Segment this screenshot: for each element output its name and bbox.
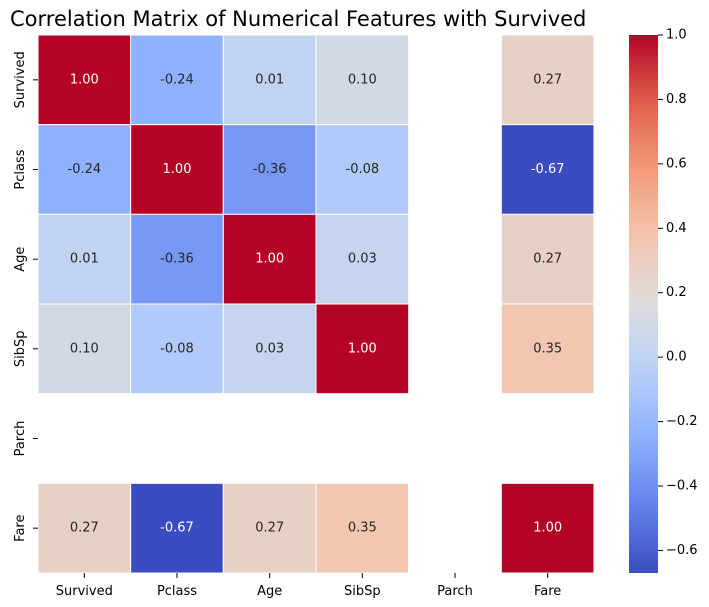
cell-value-label: 0.03 [348,252,377,267]
cell-value-label: 0.03 [255,341,284,356]
cell-value-label: 0.10 [70,341,99,356]
y-tick-label-fare: Fare [13,515,28,542]
x-tick-label-pclass: Pclass [157,584,197,599]
cell-value-label: -0.08 [346,162,380,177]
cell-value-label: -0.08 [160,341,194,356]
x-tick-label-survived: Survived [56,584,113,599]
colorbar-tick-label: 1.0 [666,28,687,43]
cell-value-label: 0.01 [255,72,284,87]
colorbar-ticks: −0.6 −0.4 −0.2 0.0 0.2 0.4 0.6 0.8 1.0 [658,28,698,558]
y-tick-label-survived: Survived [13,51,28,108]
cell-value-label: -0.24 [160,72,194,87]
cell-value-label: 0.10 [348,72,377,87]
cell-value-label: 1.00 [348,341,377,356]
colorbar-tick-label: 0.8 [666,92,687,107]
colorbar-tick-label: −0.2 [666,414,698,429]
cell-value-label: -0.36 [253,162,287,177]
cell-value-label: -0.24 [68,162,102,177]
x-axis-labels: Survived Pclass Age SibSp Parch Fare [56,573,562,599]
colorbar-tick-label: 0.6 [666,156,687,171]
x-tick-label-parch: Parch [437,584,473,599]
cell-value-label: 0.27 [533,252,562,267]
cell-value-label: 0.27 [533,72,562,87]
cell-value-label: 1.00 [70,72,99,87]
y-axis-labels: Survived Pclass Age SibSp Parch Fare [13,51,38,542]
cell-value-label: 0.27 [70,521,99,536]
cell-value-label: 0.35 [533,341,562,356]
y-tick-label-sibsp: SibSp [13,331,28,368]
y-tick-label-parch: Parch [13,421,28,457]
cell-value-label: 1.00 [533,521,562,536]
cell-value-label: -0.67 [531,162,565,177]
cell-value-label: -0.36 [160,252,194,267]
cell-value-label: 0.27 [255,521,284,536]
heatmap-cells: 1.00 -0.24 0.01 0.10 0.27 -0.24 1.00 -0.36 -0.08… [38,35,594,573]
colorbar [629,35,658,573]
x-tick-label-sibsp: SibSp [344,584,381,599]
cell-value-label: -0.67 [160,521,194,536]
y-tick-label-age: Age [13,247,28,272]
cell-value-label: 1.00 [255,252,284,267]
colorbar-tick-label: −0.6 [666,543,698,558]
x-tick-label-fare: Fare [534,584,561,599]
cell-value-label: 0.35 [348,521,377,536]
colorbar-tick-label: 0.2 [666,285,687,300]
colorbar-tick-label: 0.0 [666,350,687,365]
colorbar-tick-label: −0.4 [666,479,698,494]
x-tick-label-age: Age [257,584,282,599]
y-tick-label-pclass: Pclass [13,149,28,189]
chart-title: Correlation Matrix of Numerical Features… [10,7,586,31]
cell-value-label: 1.00 [163,162,192,177]
colorbar-tick-label: 0.4 [666,221,687,236]
cell-value-label: 0.01 [70,252,99,267]
